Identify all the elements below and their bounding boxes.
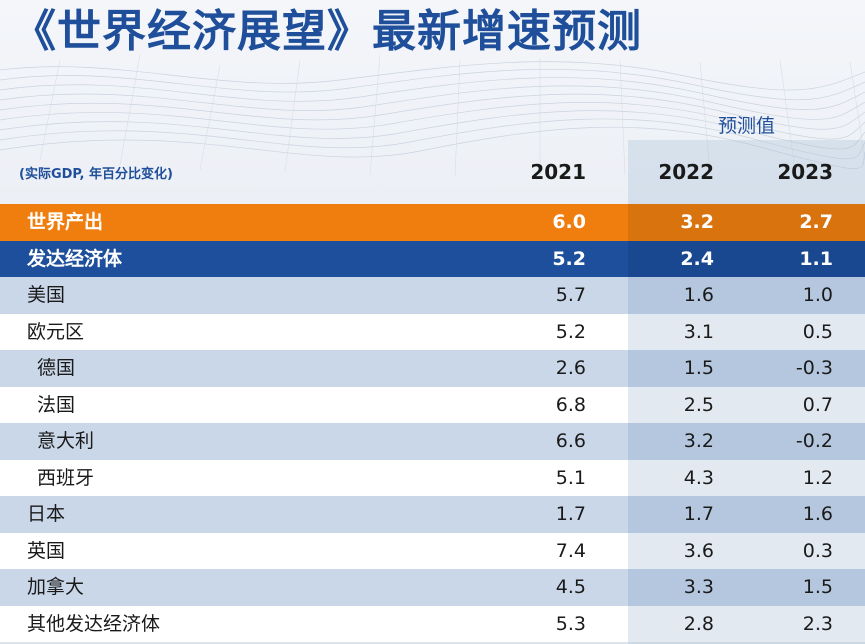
value-2023: 0.3	[802, 539, 833, 562]
row-label: 德国	[37, 357, 76, 379]
value-2023: 2.3	[802, 612, 833, 635]
value-2023: 1.5	[802, 576, 833, 598]
row-label: 意大利	[37, 430, 95, 452]
value-2021: 5.2	[555, 320, 586, 343]
page-title: 《世界经济展望》最新增速预测	[12, 6, 642, 57]
value-2021: 4.5	[555, 576, 586, 598]
table-row-spain: 西班牙 5.1 4.3 1.2	[0, 459, 865, 496]
forecast-cell-bg	[628, 605, 865, 642]
value-2021: 6.6	[555, 430, 586, 452]
row-label: 欧元区	[27, 320, 85, 343]
table-row-united-kingdom: 英国 7.4 3.6 0.3	[0, 532, 865, 569]
row-label: 其他发达经济体	[27, 612, 161, 635]
forecast-cell-bg	[628, 386, 865, 423]
value-2022: 3.2	[683, 430, 714, 452]
value-2022: 3.6	[683, 539, 714, 562]
table-row-other-advanced-economies: 其他发达经济体 5.3 2.8 2.3	[0, 605, 865, 642]
table-row-germany: 德国 2.6 1.5 -0.3	[0, 350, 865, 387]
forecast-cell-bg	[628, 204, 865, 241]
value-2023: 1.2	[802, 466, 833, 489]
value-2022: 4.3	[683, 466, 714, 489]
value-2022: 1.7	[683, 503, 714, 525]
table-row-italy: 意大利 6.6 3.2 -0.2	[0, 423, 865, 460]
value-2023: 2.7	[799, 211, 833, 233]
value-2021: 5.2	[552, 247, 586, 270]
row-label: 发达经济体	[27, 247, 123, 270]
forecast-cell-bg	[628, 277, 865, 314]
forecast-cell-bg	[628, 532, 865, 569]
forecast-cell-bg	[628, 459, 865, 496]
table-row-france: 法国 6.8 2.5 0.7	[0, 386, 865, 423]
value-2022: 2.4	[680, 247, 714, 270]
value-2022: 3.1	[683, 320, 714, 343]
value-2023: 0.5	[802, 320, 833, 343]
value-2022: 2.8	[683, 612, 714, 635]
table-row-euro-area: 欧元区 5.2 3.1 0.5	[0, 313, 865, 350]
unit-note: (实际GDP, 年百分比变化)	[19, 167, 173, 182]
forecast-cell-bg	[628, 350, 865, 387]
value-2021: 5.7	[555, 284, 586, 306]
table-row-world-output: 世界产出 6.0 3.2 2.7	[0, 204, 865, 241]
table-row-advanced-economies: 发达经济体 5.2 2.4 1.1	[0, 240, 865, 277]
value-2022: 2.5	[683, 393, 714, 416]
value-2021: 2.6	[555, 357, 586, 379]
table-row-canada: 加拿大 4.5 3.3 1.5	[0, 569, 865, 606]
value-2023: 1.6	[802, 503, 833, 525]
year-header-2022: 2022	[658, 160, 714, 184]
forecast-cell-bg	[628, 240, 865, 277]
row-label: 美国	[27, 284, 66, 306]
value-2023: -0.2	[795, 430, 833, 452]
year-header-2021: 2021	[530, 160, 586, 184]
row-label: 日本	[27, 503, 66, 525]
forecast-cell-bg	[628, 496, 865, 533]
value-2022: 3.3	[683, 576, 714, 598]
value-2021: 5.1	[555, 466, 586, 489]
value-2021: 6.8	[555, 393, 586, 416]
row-label: 英国	[27, 539, 66, 562]
value-2023: 1.0	[802, 284, 833, 306]
value-2022: 1.6	[683, 284, 714, 306]
value-2021: 6.0	[552, 211, 586, 233]
value-2022: 1.5	[683, 357, 714, 379]
value-2023: -0.3	[795, 357, 833, 379]
forecast-cell-bg	[628, 569, 865, 606]
value-2023: 1.1	[799, 247, 833, 270]
forecast-label: 预测值	[717, 115, 775, 137]
value-2022: 3.2	[680, 211, 714, 233]
row-label: 西班牙	[37, 466, 95, 489]
value-2023: 0.7	[802, 393, 833, 416]
value-2021: 7.4	[555, 539, 586, 562]
value-2021: 5.3	[555, 612, 586, 635]
value-2021: 1.7	[555, 503, 586, 525]
row-label: 世界产出	[27, 211, 104, 233]
row-label: 法国	[37, 393, 76, 416]
forecast-cell-bg	[628, 313, 865, 350]
forecast-cell-bg	[628, 423, 865, 460]
table-row-united-states: 美国 5.7 1.6 1.0	[0, 277, 865, 314]
background-wave-pattern	[0, 54, 865, 177]
table-row-japan: 日本 1.7 1.7 1.6	[0, 496, 865, 533]
row-label: 加拿大	[27, 576, 85, 598]
year-header-2023: 2023	[777, 160, 833, 184]
growth-table: 世界产出 6.0 3.2 2.7 发达经济体 5.2 2.4 1.1 美国 5.…	[0, 204, 865, 642]
